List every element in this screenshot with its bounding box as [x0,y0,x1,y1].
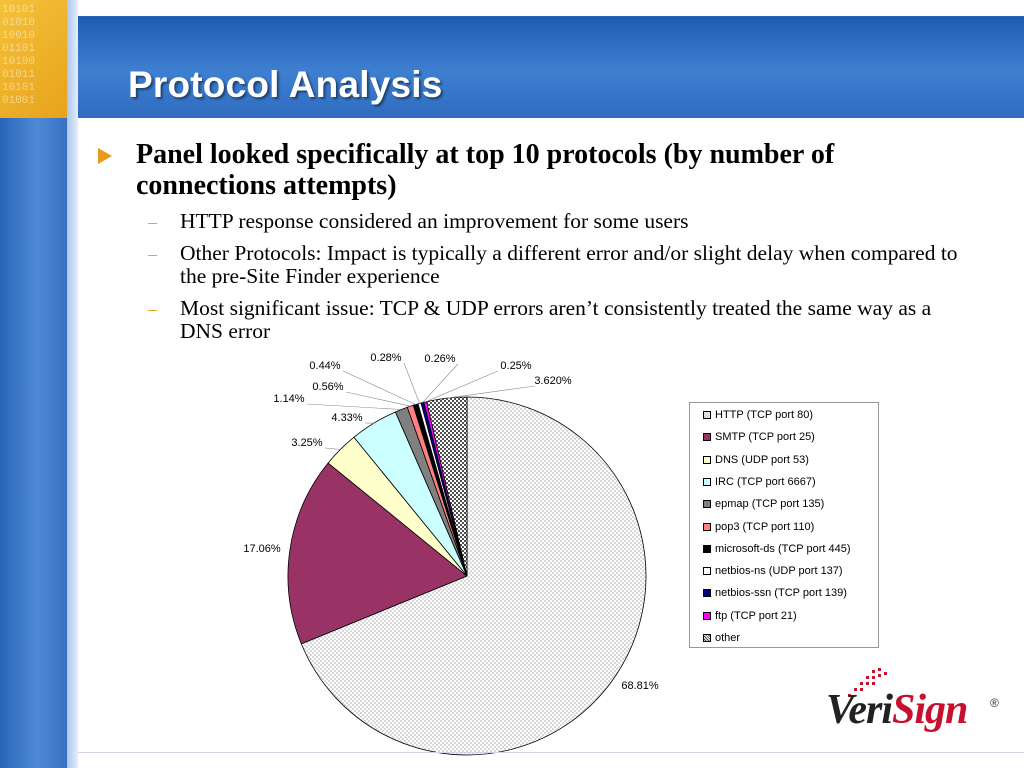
pie-data-label: 68.81% [621,680,659,692]
pie-leader-line [324,447,341,450]
legend-item: DNS (UDP port 53) [703,453,809,467]
pie-data-label: 0.26% [424,353,455,365]
pie-slice-smtp [287,462,468,645]
corner-handshake-image: 10101 01010 10010 01101 10100 01011 1010… [0,0,67,118]
legend-swatch [703,611,711,620]
pie-data-label: 0.25% [500,360,531,372]
legend-swatch [703,433,711,442]
dash-icon: – [148,244,157,264]
legend-item: SMTP (TCP port 25) [703,430,815,444]
pie-data-label: 3.25% [291,437,322,449]
pie-leader-line [342,370,416,405]
logo-wordmark: VeriSign [826,686,968,734]
bullet-arrow-icon [98,148,112,164]
pie-data-label: 4.33% [331,412,362,424]
legend-item: netbios-ns (UDP port 137) [703,564,843,578]
legend-swatch [703,634,711,642]
legend-swatch [703,589,711,598]
legend-swatch [703,411,711,419]
logo-text-dark: Veri [826,687,893,733]
pie-leader-line [446,385,536,399]
dash-icon: – [148,212,157,232]
logo-text-red: Sign [892,687,968,733]
pie-data-label: 17.06% [243,543,281,555]
legend-label: HTTP (TCP port 80) [715,409,814,421]
legend-label: other [715,632,741,644]
sub-bullet-2: Other Protocols: Impact is typically a d… [180,241,958,288]
main-bullet-text: Panel looked specifically at top 10 prot… [136,139,835,201]
legend-item: HTTP (TCP port 80) [703,408,813,422]
legend-swatch [703,544,711,553]
legend-swatch [703,455,711,464]
legend-swatch [703,500,711,509]
pie-leader-line [306,403,402,410]
legend-swatch [703,522,711,531]
pie-leader-line [422,363,459,403]
pie-data-label: 3.620% [534,375,572,387]
pie-data-label: 1.14% [273,393,304,405]
legend-label: netbios-ssn (TCP port 139) [715,587,847,600]
legend-item: epmap (TCP port 135) [703,497,824,511]
header-banner [78,0,1024,118]
pie-leader-line [403,362,420,404]
header-top-strip [78,0,1024,16]
legend-item: ftp (TCP port 21) [703,609,797,623]
legend-item: pop3 (TCP port 110) [703,520,814,534]
sub-bullet-1: HTTP response considered an improvement … [180,209,689,233]
logo-registered-mark: ® [990,696,999,710]
pie-data-label: 0.56% [312,381,343,393]
legend-label: microsoft-ds (TCP port 445) [715,542,851,555]
legend-item: microsoft-ds (TCP port 445) [703,542,851,556]
legend-label: SMTP (TCP port 25) [715,431,815,444]
logo-checkmark-icon [848,668,887,697]
pie-leader-line [345,391,411,407]
pie-leader-line [425,370,499,403]
bottom-divider [78,752,1024,753]
slide-title: Protocol Analysis [128,64,443,105]
legend-label: IRC (TCP port 6667) [715,475,816,488]
verisign-logo: VeriSign ® [826,668,1006,738]
legend-swatch [703,567,711,576]
dash-icon: – [148,299,157,319]
legend-label: netbios-ns (UDP port 137) [715,565,843,578]
legend-item: other [703,631,740,645]
legend-label: epmap (TCP port 135) [715,498,825,511]
legend-label: ftp (TCP port 21) [715,609,797,622]
legend-item: netbios-ssn (TCP port 139) [703,586,847,600]
chart-legend: HTTP (TCP port 80) SMTP (TCP port 25) DNS … [689,402,879,648]
left-decorative-bar [0,0,67,768]
pie-slice-http [300,396,647,756]
legend-swatch [703,477,711,486]
legend-label: DNS (UDP port 53) [715,453,809,466]
legend-label: pop3 (TCP port 110) [715,520,815,533]
sub-bullet-3: Most significant issue: TCP & UDP errors… [180,296,932,343]
left-decorative-stripe [67,0,78,768]
pie-data-label: 0.28% [370,352,401,364]
pie-data-label: 0.44% [309,360,340,372]
legend-item: IRC (TCP port 6667) [703,475,816,489]
